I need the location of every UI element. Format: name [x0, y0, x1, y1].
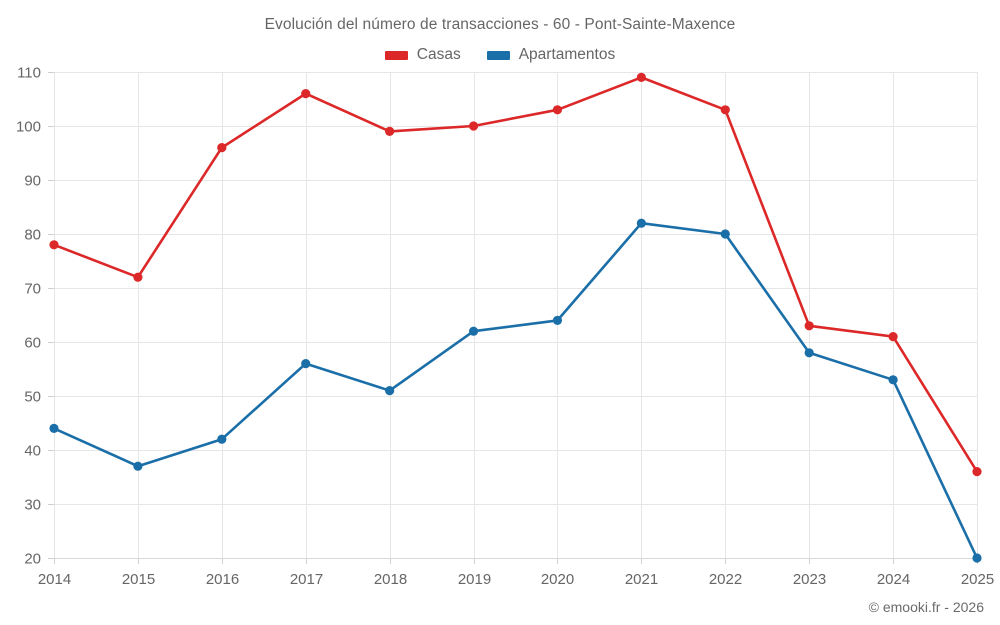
- data-point[interactable]: [385, 386, 395, 396]
- data-point[interactable]: [301, 359, 311, 369]
- data-point[interactable]: [804, 348, 814, 358]
- series-casas: [49, 72, 982, 477]
- y-axis-tick-label: 30: [24, 497, 41, 514]
- data-point[interactable]: [720, 229, 730, 239]
- data-point[interactable]: [217, 434, 227, 444]
- legend-item-apartamentos[interactable]: Apartamentos: [486, 46, 616, 64]
- data-point[interactable]: [636, 218, 646, 228]
- x-axis-tick-label: 2015: [122, 571, 155, 588]
- data-point[interactable]: [217, 143, 227, 153]
- data-point[interactable]: [49, 423, 59, 433]
- y-axis-tick-label: 20: [24, 551, 41, 568]
- legend-label-casas: Casas: [416, 46, 461, 63]
- data-point[interactable]: [133, 461, 143, 471]
- data-point[interactable]: [468, 121, 479, 131]
- series-apartamentos: [49, 218, 982, 563]
- y-axis-tick-label: 40: [24, 443, 41, 460]
- data-point[interactable]: [804, 321, 814, 331]
- x-axis-tick-label: 2025: [961, 571, 994, 588]
- x-axis-tick-label: 2022: [709, 571, 742, 588]
- y-axis-tick-label: 90: [24, 173, 41, 190]
- series-line-1: [52, 221, 979, 560]
- x-axis-tick-label: 2017: [290, 571, 323, 588]
- x-axis-tick-label: 2018: [374, 571, 407, 588]
- data-point[interactable]: [720, 105, 730, 115]
- chart-legend: Casas Apartamentos: [0, 44, 1000, 66]
- y-axis-tick-label: 100: [16, 119, 41, 136]
- data-point[interactable]: [133, 272, 143, 282]
- y-axis-tick-label: 50: [24, 389, 41, 406]
- data-point[interactable]: [301, 89, 311, 99]
- x-axis-tick-label: 2021: [625, 571, 658, 588]
- x-axis-tick-label: 2019: [458, 571, 491, 588]
- data-point[interactable]: [552, 105, 563, 115]
- chart-title: Evolución del número de transacciones - …: [264, 16, 736, 33]
- x-axis-tick-label: 2014: [38, 571, 71, 588]
- data-point[interactable]: [972, 467, 982, 477]
- data-point[interactable]: [888, 375, 898, 385]
- footer-credit: © emooki.fr - 2026: [868, 599, 984, 615]
- data-point[interactable]: [552, 315, 563, 325]
- legend-label-apartamentos: Apartamentos: [518, 46, 616, 63]
- y-axis-tick-label: 110: [17, 65, 41, 82]
- y-axis-tick-label: 80: [24, 227, 41, 244]
- data-point[interactable]: [636, 72, 646, 82]
- data-point[interactable]: [49, 240, 59, 250]
- x-axis-tick-label: 2020: [541, 571, 574, 588]
- x-axis-tick-label: 2023: [793, 571, 826, 588]
- data-point[interactable]: [888, 332, 898, 342]
- data-point[interactable]: [972, 553, 982, 563]
- x-axis-tick-label: 2024: [877, 571, 910, 588]
- series-line-0: [52, 76, 979, 473]
- legend-swatch-icon-casas: [384, 50, 408, 60]
- legend-item-casas[interactable]: Casas: [384, 46, 461, 64]
- data-point[interactable]: [385, 126, 395, 136]
- data-point[interactable]: [468, 326, 479, 336]
- legend-swatch-icon-apartamentos: [486, 50, 510, 60]
- y-axis-tick-label: 60: [24, 335, 41, 352]
- y-axis-tick-label: 70: [24, 281, 41, 298]
- x-axis-tick-label: 2016: [206, 571, 239, 588]
